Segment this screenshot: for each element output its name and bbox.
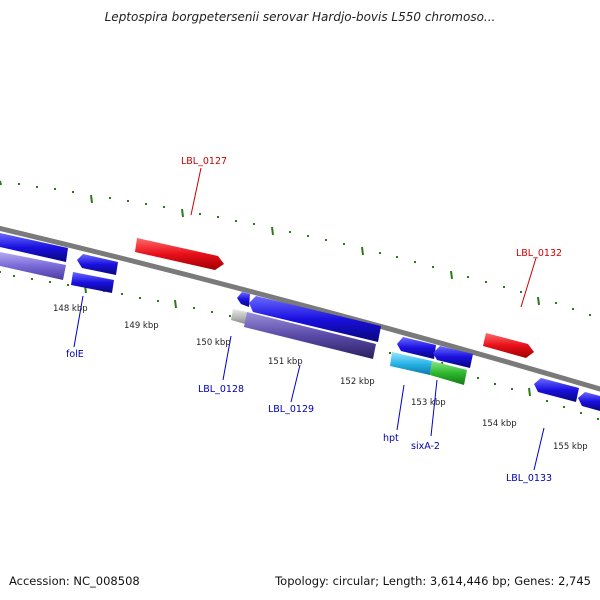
gene-sixa-2[interactable] bbox=[430, 361, 467, 385]
gene-blue-153b[interactable] bbox=[433, 346, 473, 368]
gene-lbl-0128-gray[interactable] bbox=[231, 309, 247, 324]
gene-label-fole[interactable]: folE bbox=[66, 349, 84, 360]
gene-fole-lower[interactable] bbox=[71, 272, 114, 293]
tick-label: 153 kbp bbox=[411, 398, 446, 408]
gene-label-lbl-0128[interactable]: LBL_0128 bbox=[198, 384, 244, 395]
gene-right-edge[interactable] bbox=[578, 392, 600, 411]
gene-label-lbl-0133[interactable]: LBL_0133 bbox=[506, 473, 552, 484]
gene-fole[interactable] bbox=[77, 254, 118, 275]
gene-small-blue[interactable] bbox=[237, 292, 250, 307]
tick-label: 152 kbp bbox=[340, 377, 375, 387]
outer-tick-ring bbox=[0, 180, 591, 316]
topology-text: Topology: circular; Length: 3,614,446 bp… bbox=[275, 574, 591, 588]
map-title: Leptospira borgpetersenii serovar Hardjo… bbox=[104, 10, 496, 24]
tick-label: 151 kbp bbox=[268, 357, 303, 367]
gene-left-lavender[interactable] bbox=[0, 252, 66, 280]
label-leaders bbox=[73, 167, 545, 471]
gene-left-blue[interactable] bbox=[0, 233, 68, 262]
gene-blue-153a[interactable] bbox=[397, 337, 436, 359]
tick-label: 149 kbp bbox=[124, 321, 159, 331]
gene-label-lbl-0132[interactable]: LBL_0132 bbox=[516, 248, 562, 259]
gene-label-lbl-0127[interactable]: LBL_0127 bbox=[181, 156, 227, 167]
chromosome-backbone bbox=[0, 225, 600, 392]
gene-lbl-0132[interactable] bbox=[483, 333, 534, 358]
gene-lbl-0129[interactable] bbox=[244, 312, 376, 359]
gene-label-sixa-2[interactable]: sixA-2 bbox=[411, 441, 440, 452]
tick-label: 148 kbp bbox=[53, 304, 88, 314]
gene-lbl-0133[interactable] bbox=[534, 378, 579, 402]
tick-label: 155 kbp bbox=[553, 442, 588, 452]
tick-label: 154 kbp bbox=[482, 419, 517, 429]
gene-lbl-0127[interactable] bbox=[135, 238, 224, 270]
gene-label-hpt[interactable]: hpt bbox=[383, 433, 399, 444]
accession-text: Accession: NC_008508 bbox=[9, 574, 140, 588]
tick-label: 150 kbp bbox=[196, 338, 231, 348]
gene-hpt[interactable] bbox=[390, 352, 432, 375]
gene-label-lbl-0129[interactable]: LBL_0129 bbox=[268, 404, 314, 415]
gene-lbl-0128[interactable] bbox=[249, 296, 381, 342]
